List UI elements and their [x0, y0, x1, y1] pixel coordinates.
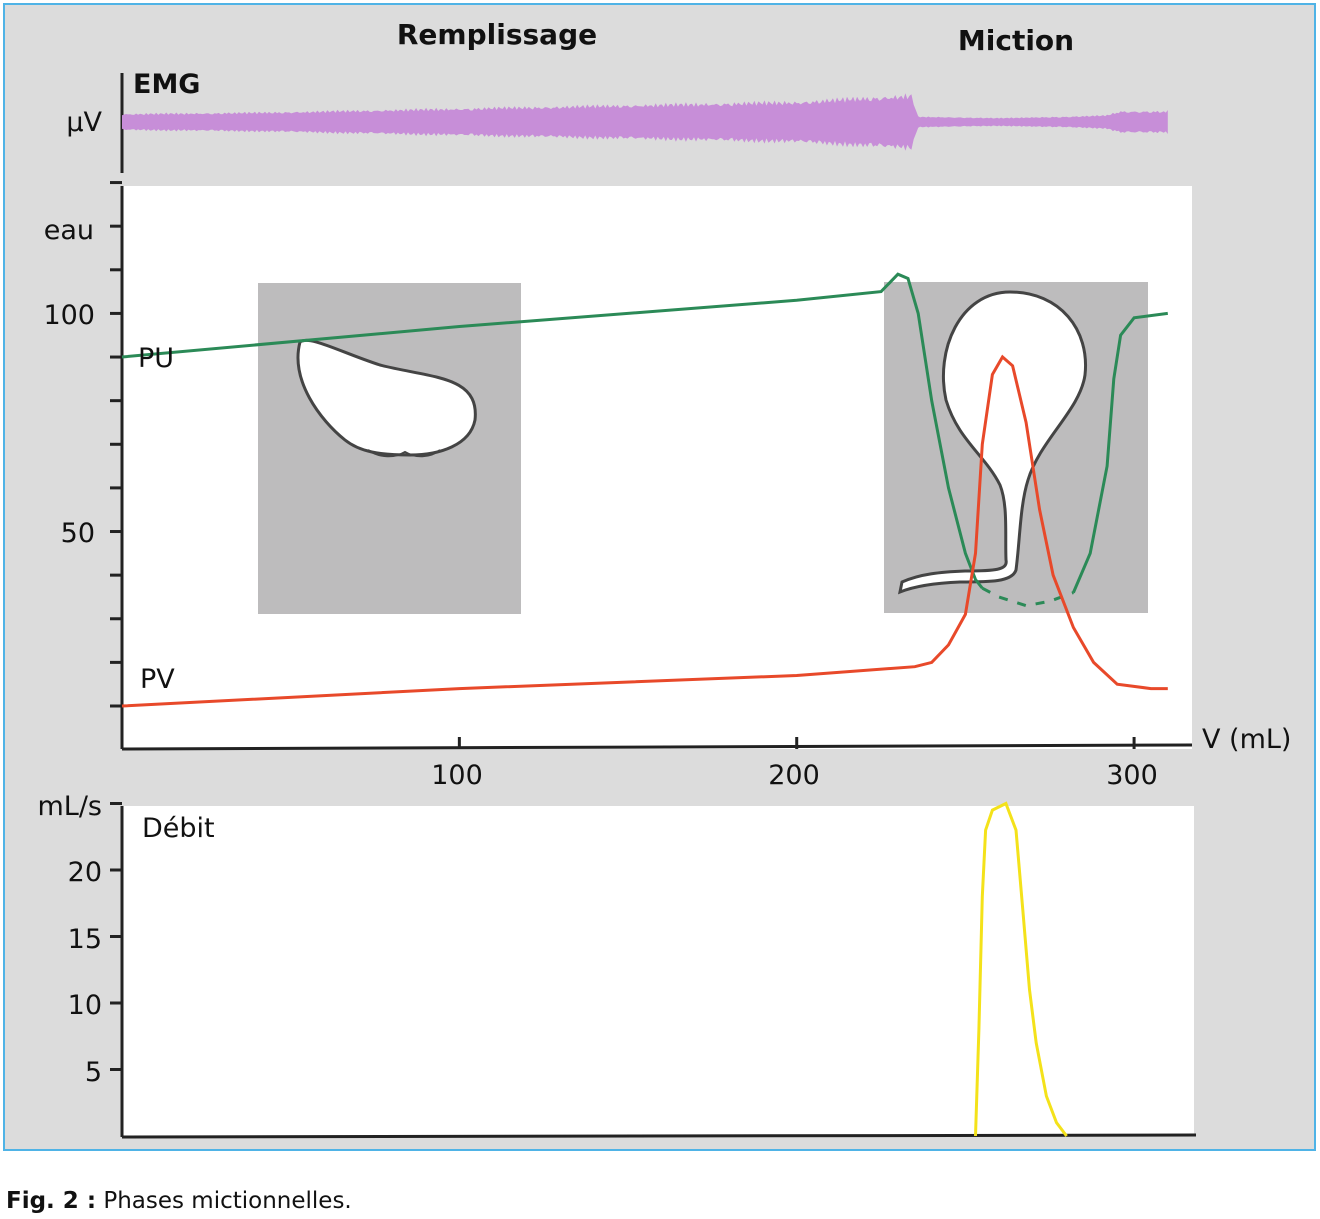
x-tick-label-100: 100	[431, 760, 483, 791]
caption-label: Fig. 2 :	[6, 1188, 97, 1214]
axes	[110, 73, 1197, 1139]
figure-caption: Fig. 2 : Phases mictionnelles.	[6, 1188, 352, 1214]
x-tick-label-300: 300	[1106, 760, 1158, 791]
figure-frame	[3, 3, 1316, 1151]
x-tick-label-200: 200	[768, 760, 820, 791]
debit-x-axis-line	[121, 1133, 1197, 1139]
phase-label-remplissage: Remplissage	[397, 18, 597, 51]
y-unit-label-eau: eau	[44, 215, 94, 246]
emg-signal	[122, 93, 1168, 151]
emg-unit-label: µV	[66, 107, 102, 138]
pu-series-line	[121, 272, 984, 590]
series-label-pu: PU	[138, 343, 174, 374]
y-tick-label-100: 100	[43, 300, 95, 331]
pv-series-line	[121, 354, 1168, 708]
y-tick-label-50: 50	[61, 518, 95, 549]
bladder-voiding-shape	[897, 290, 1088, 595]
debit-y-tick-label-10: 10	[68, 990, 102, 1021]
phase-label-miction: Miction	[958, 24, 1074, 57]
debit-y-tick-label-5: 5	[85, 1057, 102, 1088]
emg-label: EMG	[133, 69, 200, 100]
caption-text: Phases mictionnelles.	[96, 1188, 352, 1214]
pu-series-recovery-line	[1072, 311, 1168, 594]
debit-series-line	[974, 801, 1068, 1137]
debit-y-tick-label-15: 15	[68, 924, 102, 955]
debit-plot-background	[122, 806, 1194, 1136]
bladder-filling-outlet	[367, 449, 441, 458]
debit-series-label: Débit	[142, 813, 215, 844]
bladder-filling-shape	[296, 338, 477, 457]
debit-y-unit-label: mL/s	[37, 791, 102, 822]
x-axis-label: V (mL)	[1202, 724, 1291, 755]
debit-y-tick-label-20: 20	[68, 857, 102, 888]
series-label-pv: PV	[140, 664, 175, 695]
pu-series-dashed-segment	[981, 586, 1074, 608]
pressure-x-axis-line	[121, 743, 1193, 751]
